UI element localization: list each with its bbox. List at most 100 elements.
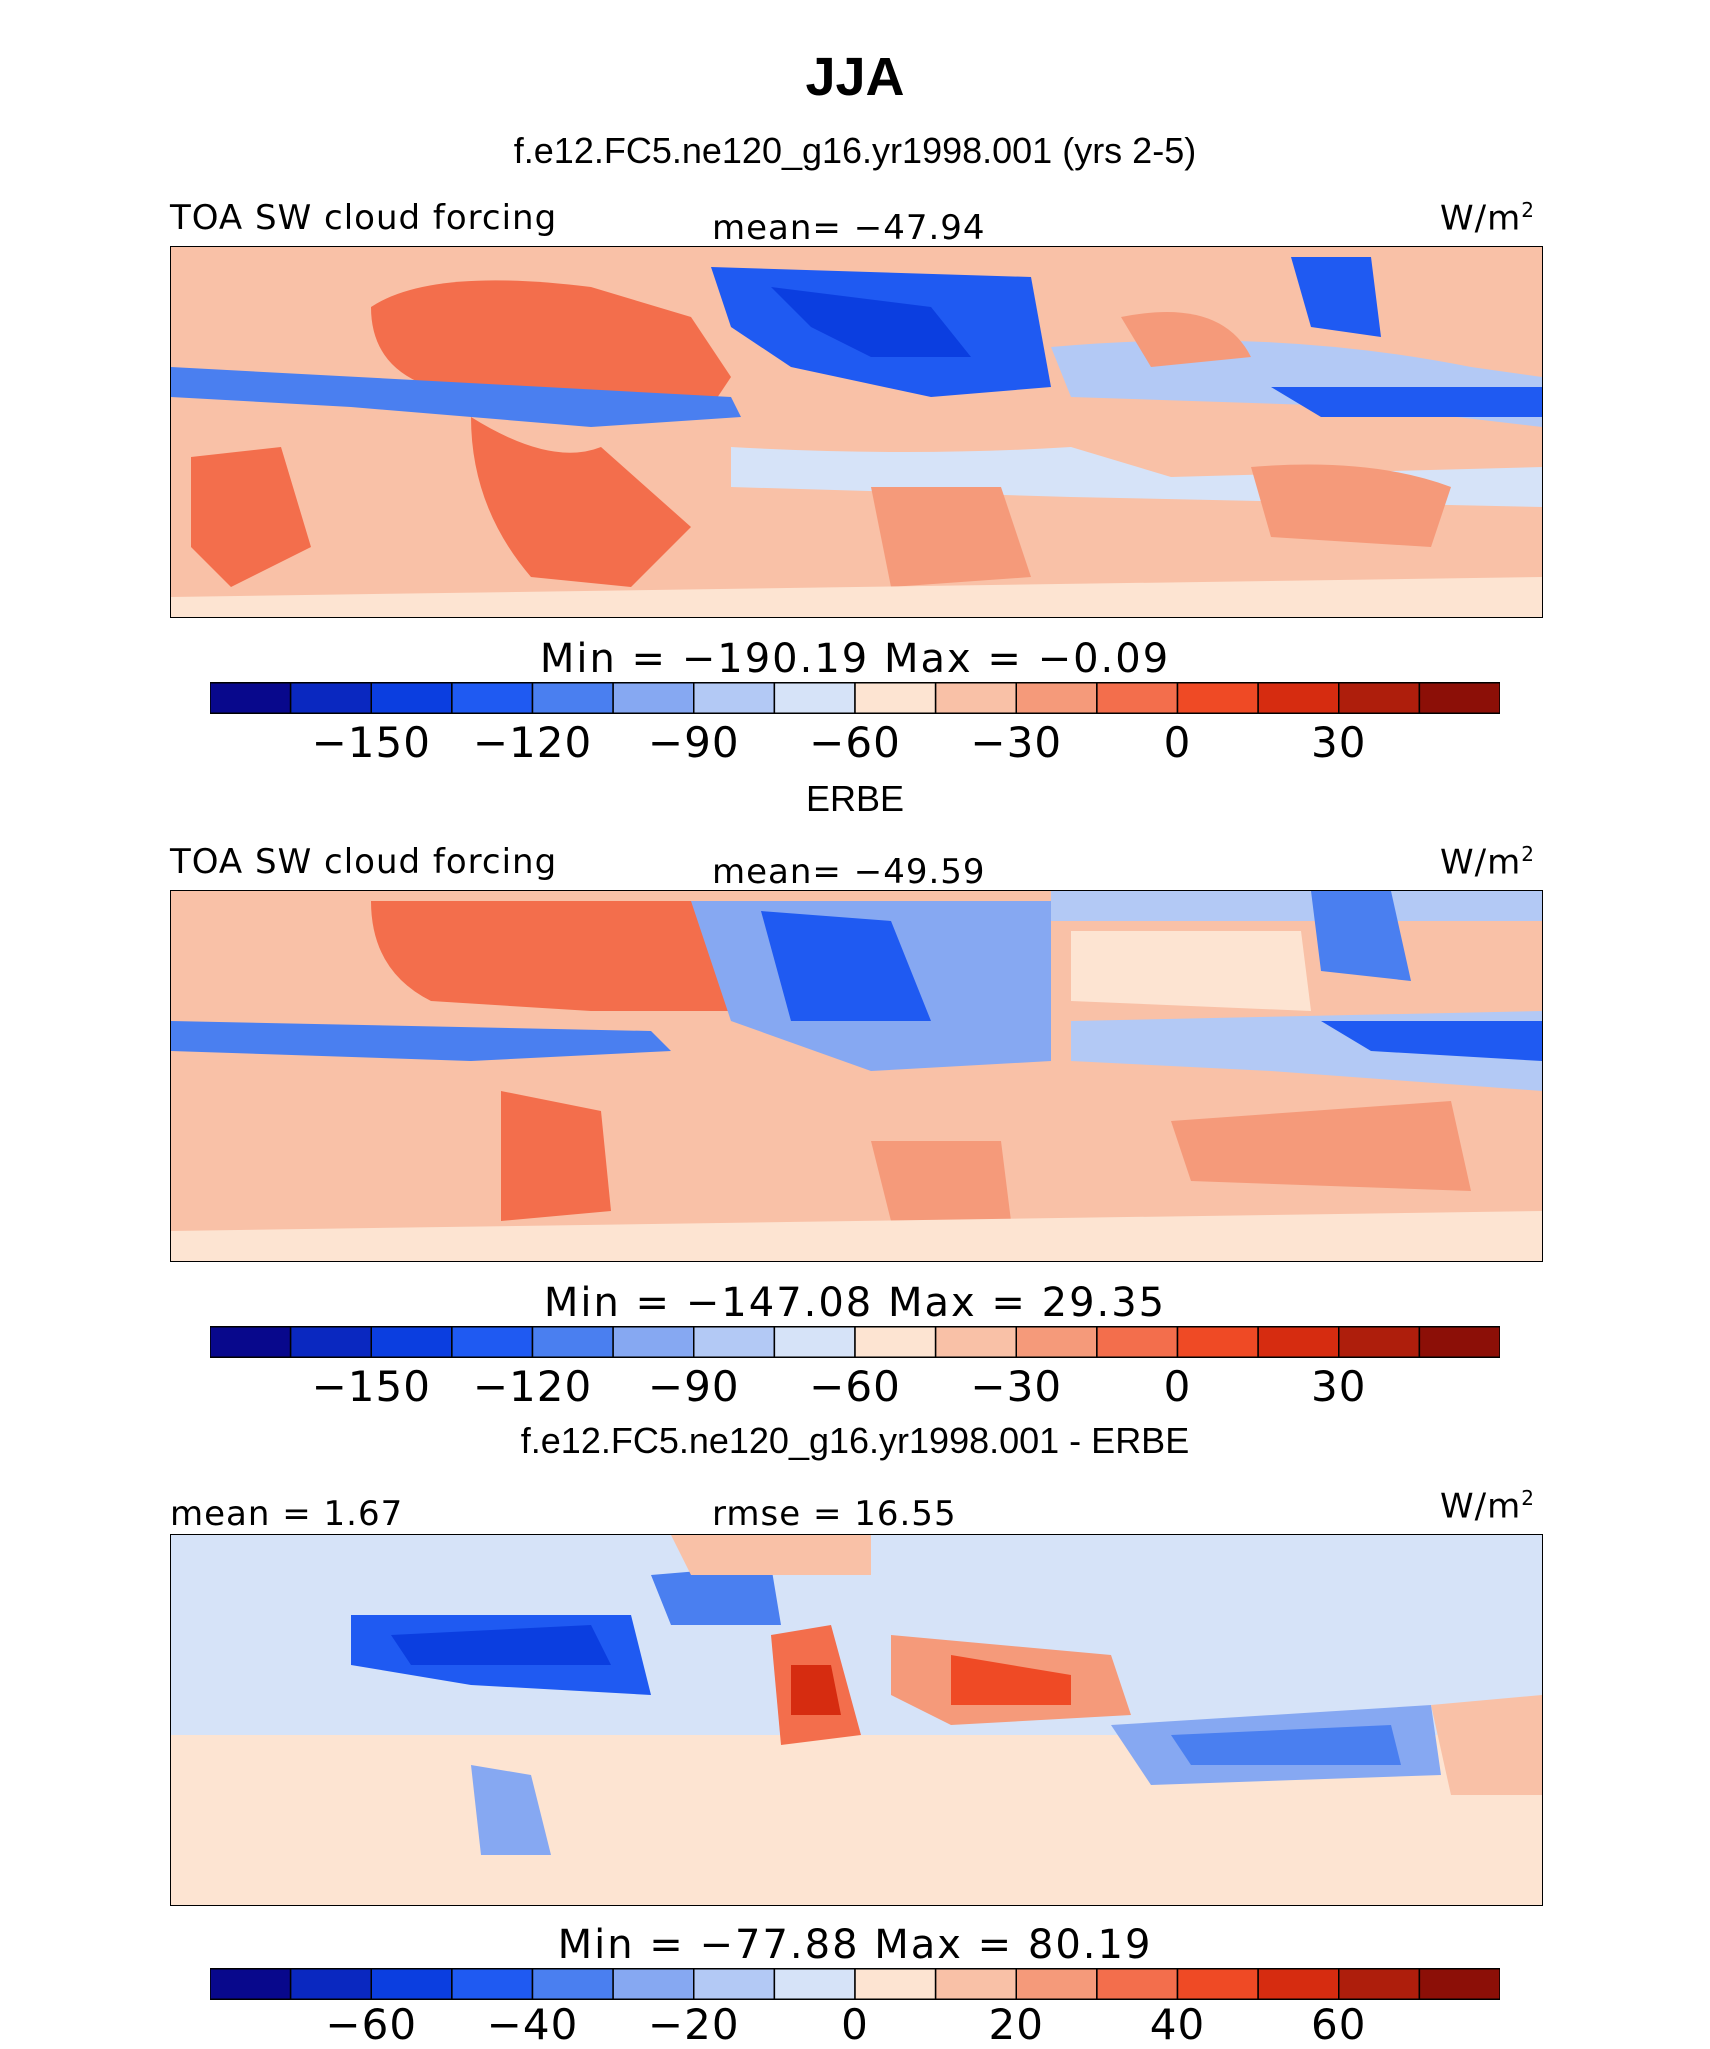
colorbar-swatch — [1418, 1326, 1501, 1358]
colorbar-tick-label: −120 — [472, 718, 593, 767]
colorbar-swatch — [934, 1326, 1017, 1358]
colorbar-svg — [209, 682, 1501, 714]
panel-diff-mean-label: mean = 1.67 — [170, 1494, 404, 1534]
colorbar-swatch — [1015, 1326, 1098, 1358]
colorbar-swatch — [209, 1968, 292, 2000]
colorbar-svg — [209, 1326, 1501, 1358]
colorbar-swatch — [370, 1968, 453, 2000]
panel-model-left-label: TOA SW cloud forcing — [170, 198, 558, 238]
colorbar-swatch — [451, 1326, 534, 1358]
colorbar-tick-label: −90 — [647, 718, 740, 767]
colorbar-swatch — [773, 682, 856, 714]
colorbar-swatch — [289, 1326, 372, 1358]
colorbar-swatch — [693, 1968, 776, 2000]
panel-obs-heading: ERBE — [805, 778, 905, 819]
colorbar-tick-label: 60 — [1311, 2000, 1367, 2049]
panel-model-mean-label: mean= −47.94 — [712, 208, 986, 248]
colorbar-tick-label: −90 — [647, 1362, 740, 1411]
colorbar-tick-label: 0 — [841, 2000, 869, 2049]
panel-obs-mean-label: mean= −49.59 — [712, 852, 986, 892]
colorbar-swatch — [693, 1326, 776, 1358]
panel-model-stats: Min = −190.19 Max = −0.09 — [539, 636, 1171, 682]
colorbar-tick-label: 30 — [1311, 1362, 1367, 1411]
panel-model-heatmap — [171, 247, 1542, 617]
panel-model-ticks: −150 −120 −90 −60 −30 0 30 — [210, 718, 1500, 768]
colorbar-tick-label: 40 — [1149, 2000, 1206, 2049]
panel-diff-stats: Min = −77.88 Max = 80.19 — [557, 1922, 1153, 1968]
colorbar-tick-label: 0 — [1163, 1362, 1192, 1411]
figure-subtitle: f.e12.FC5.ne120_g16.yr1998.001 (yrs 2-5) — [513, 130, 1197, 171]
colorbar-swatch — [1338, 1968, 1421, 2000]
colorbar-swatch — [1015, 1968, 1098, 2000]
colorbar-swatch — [1015, 682, 1098, 714]
colorbar-tick-label: 0 — [1163, 718, 1192, 767]
figure-title: JJA — [805, 47, 905, 107]
panel-obs-units-text: W/m — [1440, 842, 1522, 883]
panel-obs-stats: Min = −147.08 Max = 29.35 — [543, 1280, 1167, 1326]
panel-diff-heatmap — [171, 1535, 1542, 1905]
colorbar-swatch — [289, 682, 372, 714]
colorbar-swatch — [854, 1968, 937, 2000]
colorbar-swatch — [1257, 1968, 1340, 2000]
colorbar-swatch — [370, 1326, 453, 1358]
colorbar-swatch — [209, 682, 292, 714]
colorbar-swatch — [531, 1968, 614, 2000]
panel-model-map — [170, 246, 1543, 618]
colorbar-swatch — [1418, 1968, 1501, 2000]
colorbar-tick-label: −150 — [311, 1362, 431, 1411]
colorbar-swatch — [773, 1326, 856, 1358]
colorbar-swatch — [1176, 682, 1259, 714]
colorbar-swatch — [1257, 682, 1340, 714]
colorbar-swatch — [693, 682, 776, 714]
colorbar-swatch — [612, 1968, 695, 2000]
colorbar-swatch — [289, 1968, 372, 2000]
colorbar-swatch — [531, 682, 614, 714]
colorbar-tick-label: −60 — [325, 2000, 418, 2049]
colorbar-swatch — [854, 1326, 937, 1358]
panel-diff-colorbar — [209, 1968, 1501, 2000]
colorbar-swatch — [773, 1968, 856, 2000]
colorbar-swatch — [531, 1326, 614, 1358]
colorbar-swatch — [1096, 682, 1179, 714]
colorbar-tick-label: −20 — [647, 2000, 740, 2049]
colorbar-swatch — [1176, 1326, 1259, 1358]
panel-diff-units-sup: 2 — [1521, 1486, 1535, 1510]
colorbar-swatch — [612, 682, 695, 714]
colorbar-swatch — [1096, 1326, 1179, 1358]
colorbar-swatch — [1338, 682, 1421, 714]
panel-model-colorbar — [209, 682, 1501, 714]
colorbar-tick-label: −120 — [472, 1362, 593, 1411]
colorbar-swatch — [612, 1326, 695, 1358]
panel-diff-ticks: −60 −40 −20 0 20 40 60 — [210, 2000, 1500, 2049]
colorbar-swatch — [1418, 682, 1501, 714]
panel-diff-heading: f.e12.FC5.ne120_g16.yr1998.001 - ERBE — [520, 1420, 1190, 1461]
panel-obs-units-sup: 2 — [1521, 842, 1535, 866]
panel-diff-units: W/m2 — [1440, 1486, 1535, 1526]
colorbar-swatch — [854, 682, 937, 714]
colorbar-tick-label: −60 — [809, 1362, 901, 1411]
colorbar-swatch — [370, 682, 453, 714]
colorbar-swatch — [1338, 1326, 1421, 1358]
panel-obs-heatmap — [171, 891, 1542, 1261]
panel-obs-colorbar — [209, 1326, 1501, 1358]
colorbar-tick-label: −150 — [311, 718, 431, 767]
colorbar-swatch — [451, 1968, 534, 2000]
panel-diff-units-text: W/m — [1440, 1486, 1522, 1527]
colorbar-swatch — [934, 1968, 1017, 2000]
panel-obs-units: W/m2 — [1440, 842, 1535, 882]
colorbar-swatch — [1257, 1326, 1340, 1358]
colorbar-tick-label: −30 — [970, 718, 1063, 767]
panel-obs-ticks: −150 −120 −90 −60 −30 0 30 — [210, 1362, 1500, 1412]
panel-model-units: W/m2 — [1440, 198, 1535, 238]
colorbar-tick-label: −60 — [809, 718, 901, 767]
colorbar-tick-label: 20 — [988, 2000, 1044, 2049]
colorbar-swatch — [1096, 1968, 1179, 2000]
panel-diff-map — [170, 1534, 1543, 1906]
panel-obs-left-label: TOA SW cloud forcing — [170, 842, 558, 882]
colorbar-swatch — [451, 682, 534, 714]
colorbar-svg — [209, 1968, 1501, 2000]
colorbar-tick-label: −40 — [486, 2000, 579, 2049]
colorbar-tick-label: −30 — [970, 1362, 1063, 1411]
colorbar-swatch — [934, 682, 1017, 714]
colorbar-tick-label: 30 — [1311, 718, 1367, 767]
